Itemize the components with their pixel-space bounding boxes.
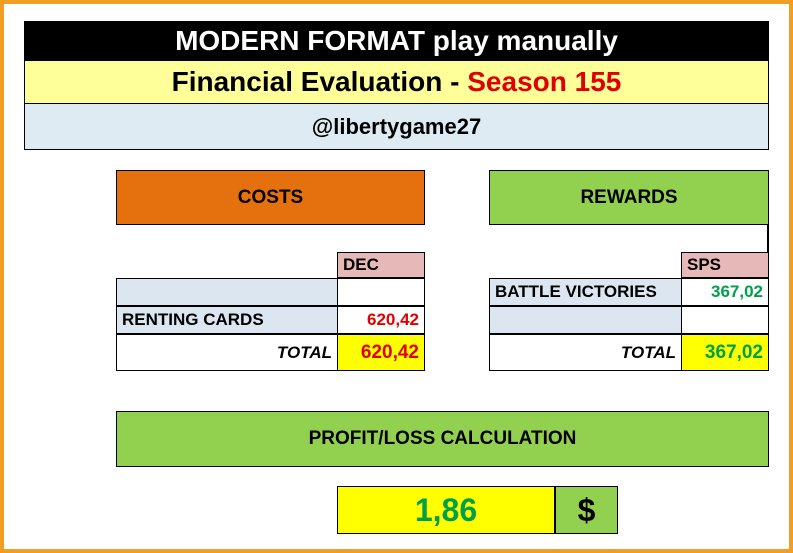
rewards-row-value: 367,02 xyxy=(681,278,769,306)
costs-total-value: 620,42 xyxy=(337,334,425,371)
costs-row-label xyxy=(116,278,338,306)
rewards-header: REWARDS xyxy=(489,170,769,225)
profit-loss-value: 1,86 xyxy=(337,486,555,534)
rewards-row-label: BATTLE VICTORIES xyxy=(489,278,682,306)
rewards-row-value xyxy=(681,306,769,334)
rewards-total-value: 367,02 xyxy=(681,334,769,371)
report-subtitle: Financial Evaluation - Season 155 xyxy=(24,61,769,103)
costs-header: COSTS xyxy=(116,170,425,225)
report-title: MODERN FORMAT play manually xyxy=(24,21,769,61)
dollar-icon: $ xyxy=(555,486,618,534)
rewards-currency-label: SPS xyxy=(681,252,769,278)
username-label: @libertygame27 xyxy=(24,103,769,150)
costs-row-label: RENTING CARDS xyxy=(116,306,338,334)
costs-currency-label: DEC xyxy=(337,252,425,278)
subtitle-prefix: Financial Evaluation - xyxy=(171,66,468,97)
costs-row-value: 620,42 xyxy=(337,306,425,334)
season-label: Season 155 xyxy=(467,66,622,97)
profit-loss-header: PROFIT/LOSS CALCULATION xyxy=(116,411,769,467)
costs-row-value xyxy=(337,278,425,306)
costs-total-label: TOTAL xyxy=(116,334,338,371)
rewards-divider xyxy=(767,224,769,252)
rewards-row-label xyxy=(489,306,682,334)
rewards-total-label: TOTAL xyxy=(489,334,682,371)
